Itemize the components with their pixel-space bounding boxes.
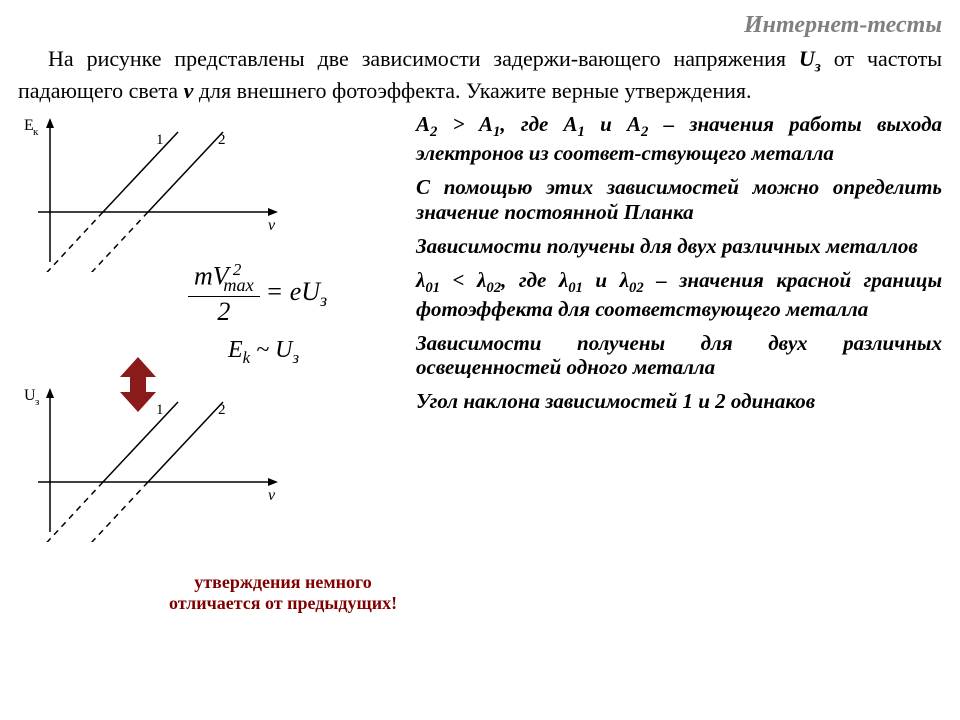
- svg-text:2: 2: [218, 132, 226, 148]
- statements-column: A2 > A1, где A1 и A2 – значения работы в…: [416, 112, 942, 542]
- left-column: E к ν 1 2 mV 2max 2 = eUз Ek ~ Uз: [18, 112, 398, 542]
- svg-text:2: 2: [218, 402, 226, 418]
- graph-ek: E к ν 1 2: [18, 112, 288, 272]
- page-header: Интернет-тесты: [18, 12, 942, 39]
- svg-text:к: к: [33, 126, 39, 138]
- statement-3: Зависимости получены для двух различных …: [416, 234, 942, 258]
- svg-text:з: з: [35, 396, 39, 408]
- svg-text:ν: ν: [268, 217, 276, 234]
- equation-proportional: Ek ~ Uз: [228, 337, 299, 368]
- footnote: утверждения немного отличается от предыд…: [168, 572, 398, 613]
- svg-text:1: 1: [156, 132, 164, 148]
- statement-4: λ01 < λ02, где λ01 и λ02 – значения крас…: [416, 268, 942, 321]
- equation-kinetic: mV 2max 2 = eUз: [188, 262, 327, 325]
- double-arrow-icon: [118, 357, 158, 412]
- statement-1: A2 > A1, где A1 и A2 – значения работы в…: [416, 112, 942, 165]
- statement-2: С помощью этих зависимостей можно опреде…: [416, 175, 942, 223]
- question-text: На рисунке представлены две зависимости …: [18, 45, 942, 104]
- q-var2: ν: [184, 78, 194, 103]
- statement-6: Угол наклона зависимостей 1 и 2 одинаков: [416, 389, 942, 413]
- q-p3: для внешнего фотоэффекта. Укажите верные…: [193, 78, 751, 103]
- q-p1: На рисунке представлены две зависимости …: [48, 46, 799, 71]
- statement-5: Зависимости получены для двух различных …: [416, 331, 942, 379]
- svg-text:ν: ν: [268, 487, 276, 504]
- content-area: E к ν 1 2 mV 2max 2 = eUз Ek ~ Uз: [18, 112, 942, 542]
- q-var1: Uз: [799, 46, 821, 71]
